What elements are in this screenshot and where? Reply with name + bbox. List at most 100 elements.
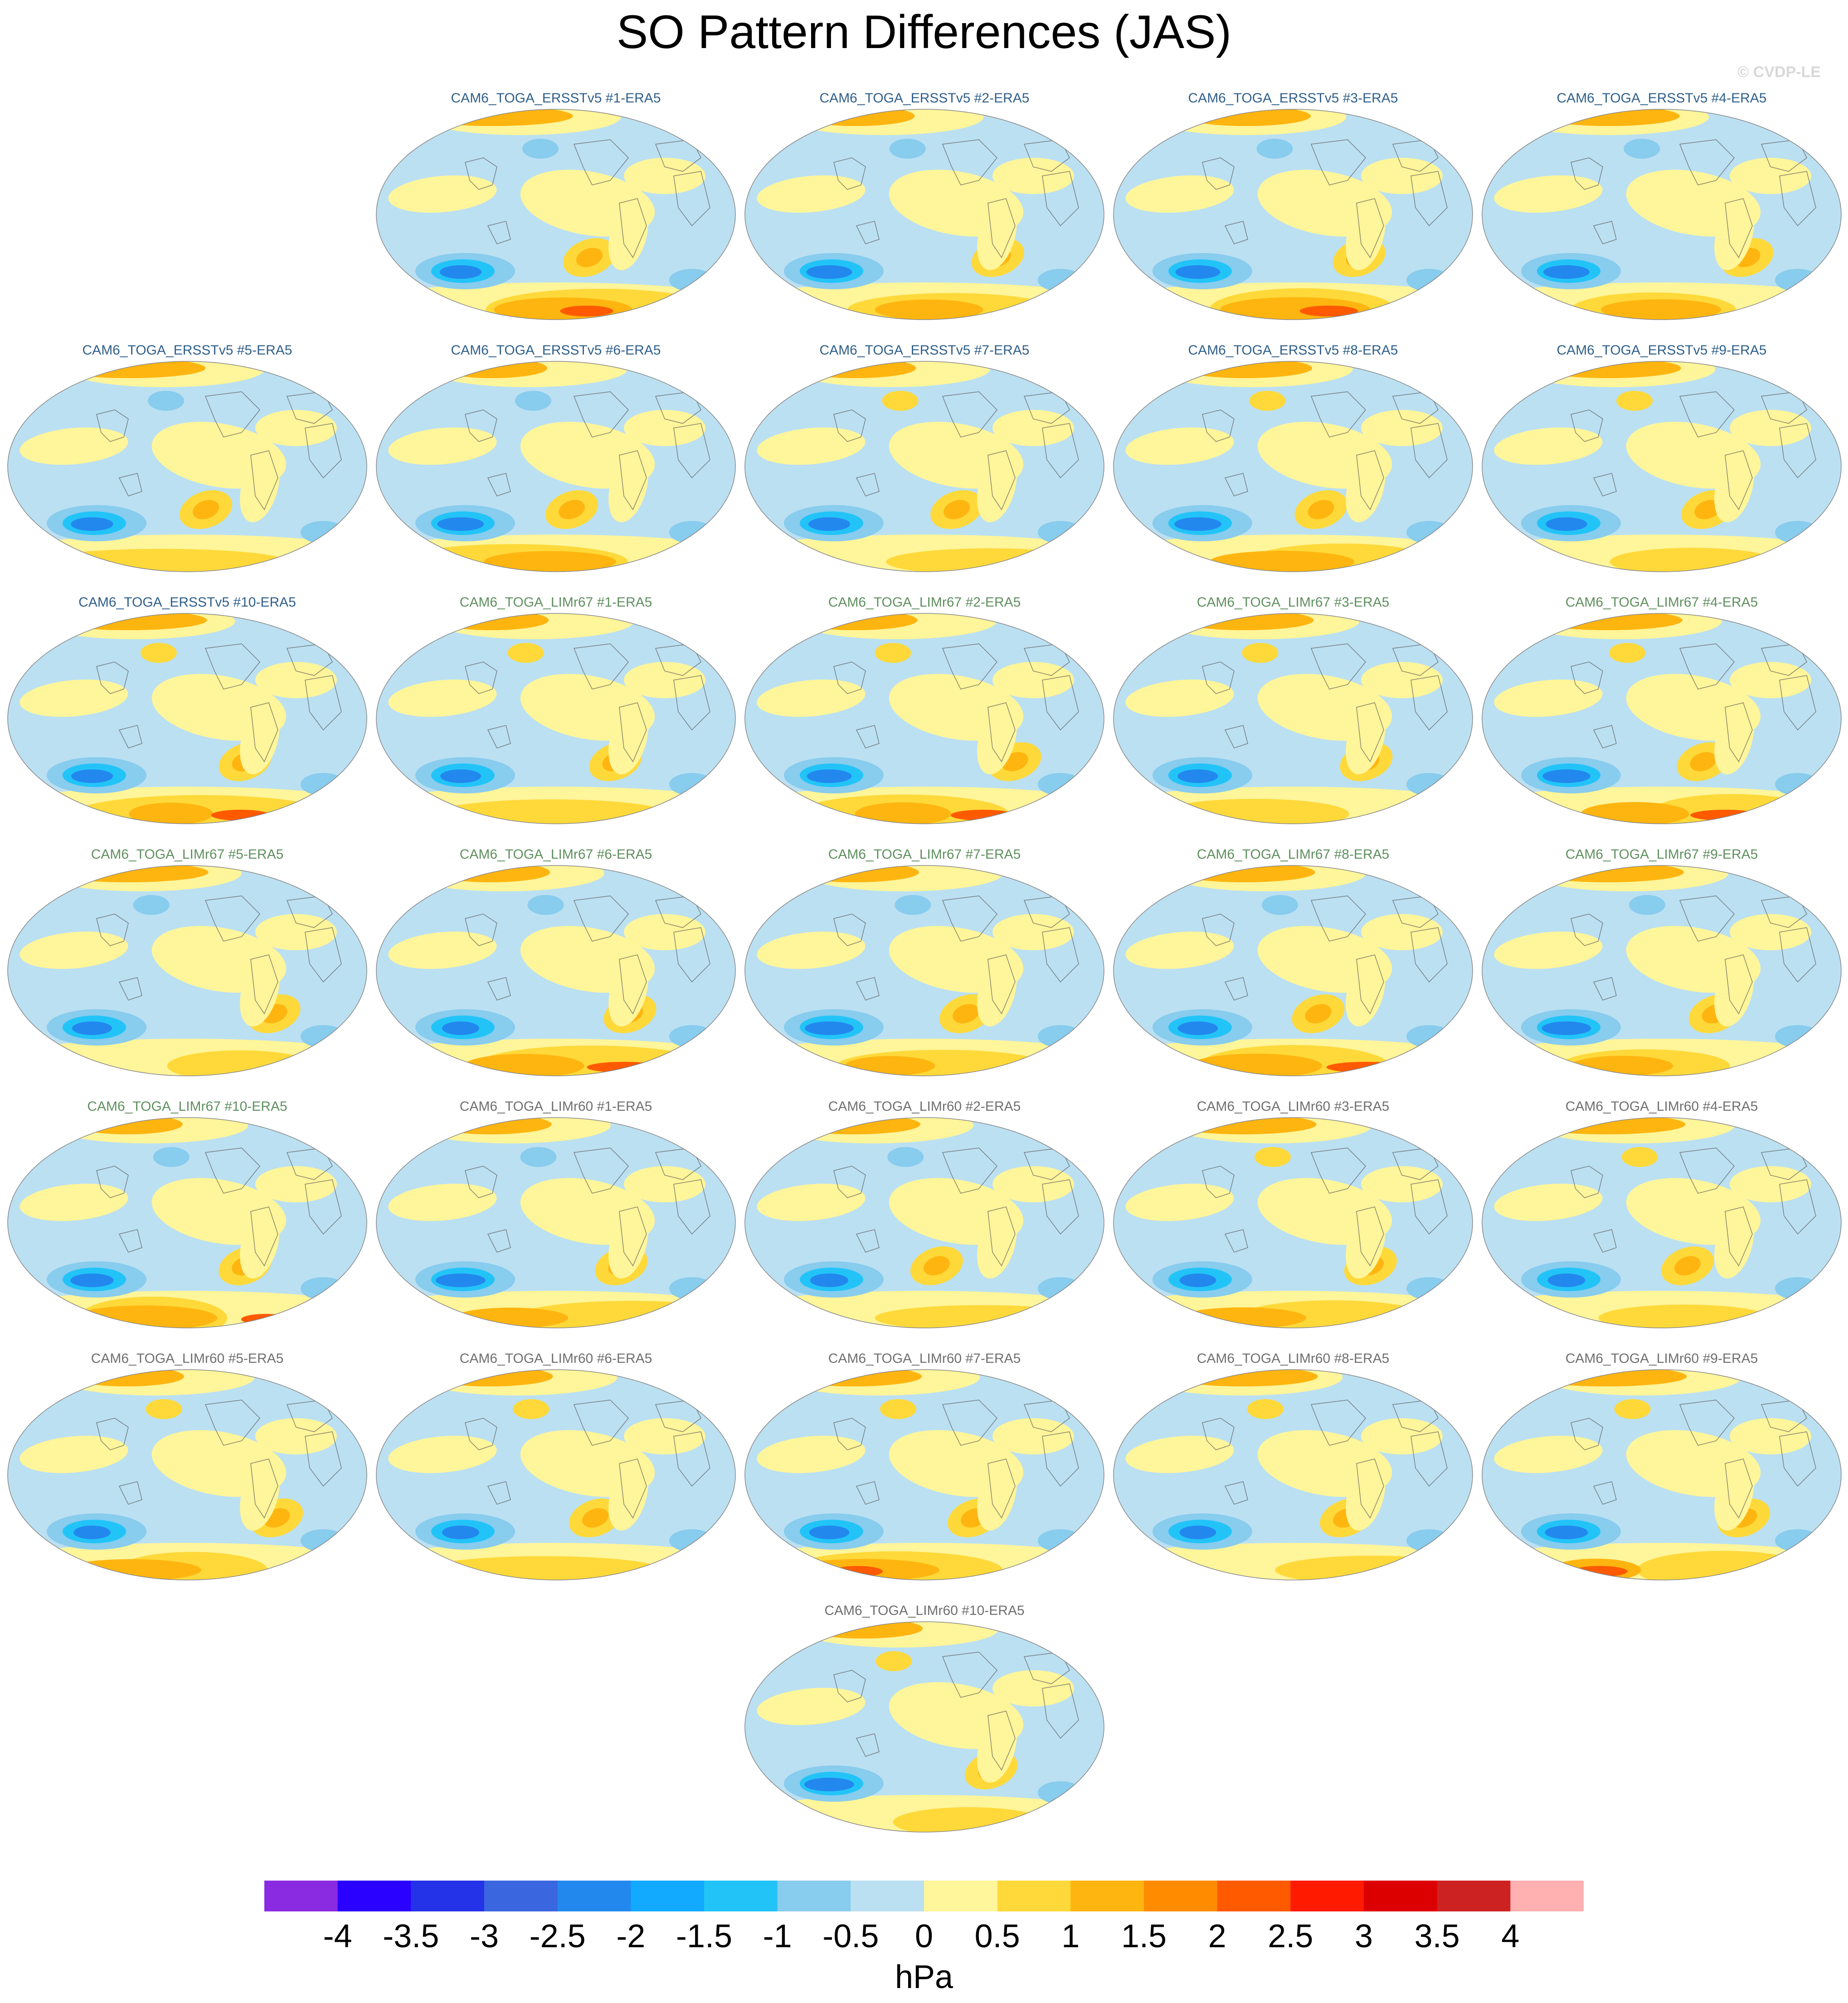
world-map [7, 1369, 367, 1580]
map-panel-title: CAM6_TOGA_ERSSTv5 #1-ERA5 [451, 91, 661, 106]
world-map [744, 1621, 1104, 1833]
world-map [376, 1369, 736, 1580]
map-panel-title: CAM6_TOGA_LIMr67 #9-ERA5 [1565, 847, 1758, 862]
map-panel: CAM6_TOGA_LIMr60 #6-ERA5 [374, 1351, 737, 1601]
colorbar-tick-label: -1.5 [676, 1918, 733, 1954]
world-map [376, 361, 736, 572]
colorbar-swatch [1364, 1881, 1438, 1911]
world-map [376, 1117, 736, 1328]
world-map [1482, 613, 1842, 824]
world-map [1482, 1369, 1842, 1580]
map-panel-title: CAM6_TOGA_LIMr60 #10-ERA5 [824, 1603, 1025, 1618]
map-panel-title: CAM6_TOGA_ERSSTv5 #2-ERA5 [819, 91, 1030, 106]
map-panel-title: CAM6_TOGA_ERSSTv5 #4-ERA5 [1556, 91, 1767, 106]
world-map [7, 361, 367, 572]
map-panel: CAM6_TOGA_ERSSTv5 #1-ERA5 [374, 91, 737, 341]
map-panel-title: CAM6_TOGA_LIMr67 #8-ERA5 [1196, 847, 1390, 862]
map-panel: CAM6_TOGA_LIMr67 #8-ERA5 [1112, 847, 1474, 1097]
colorbar-tick-label: 3 [1354, 1918, 1373, 1954]
map-panel: CAM6_TOGA_LIMr60 #5-ERA5 [6, 1351, 369, 1601]
colorbar-swatch [264, 1881, 338, 1911]
map-panel: CAM6_TOGA_LIMr60 #3-ERA5 [1112, 1099, 1474, 1349]
colorbar-units: hPa [895, 1959, 953, 1995]
world-map [1113, 1369, 1473, 1580]
world-map [1482, 865, 1842, 1076]
map-panel: CAM6_TOGA_ERSSTv5 #5-ERA5 [6, 343, 369, 593]
map-panel: CAM6_TOGA_LIMr67 #6-ERA5 [374, 847, 737, 1097]
colorbar-tick-label: -3.5 [383, 1918, 439, 1954]
colorbar-labels: -4 -3.5 -3 -2.5 -2 -1.5 -1 -0.5 0 0.5 1 1.5 2 2.5 3 3.5… [0, 1918, 1848, 1963]
colorbar-tick-label: -4 [323, 1918, 352, 1954]
world-map [7, 1117, 367, 1328]
map-panel-title: CAM6_TOGA_LIMr67 #7-ERA5 [828, 847, 1021, 862]
map-panel-title: CAM6_TOGA_LIMr67 #6-ERA5 [459, 847, 652, 862]
page-title: SO Pattern Differences (JAS) [616, 6, 1232, 58]
map-panel: CAM6_TOGA_LIMr60 #7-ERA5 [743, 1351, 1106, 1601]
world-map [376, 109, 736, 320]
map-panel: CAM6_TOGA_ERSSTv5 #6-ERA5 [374, 343, 737, 593]
map-panel: CAM6_TOGA_ERSSTv5 #2-ERA5 [743, 91, 1106, 341]
map-panel: CAM6_TOGA_LIMr60 #2-ERA5 [743, 1099, 1106, 1349]
colorbar-tick-label: 0 [914, 1918, 934, 1954]
colorbar-tick-label: 0.5 [974, 1918, 1020, 1954]
map-panel-title: CAM6_TOGA_LIMr60 #9-ERA5 [1565, 1351, 1758, 1366]
map-panel-title: CAM6_TOGA_LIMr67 #4-ERA5 [1565, 595, 1758, 610]
colorbar-tick-label: 2 [1208, 1918, 1226, 1954]
world-map [744, 613, 1104, 824]
colorbar-swatch [924, 1881, 998, 1911]
world-map [1482, 361, 1842, 572]
map-panel-title: CAM6_TOGA_LIMr60 #6-ERA5 [459, 1351, 652, 1366]
map-panel-title: CAM6_TOGA_ERSSTv5 #8-ERA5 [1188, 343, 1398, 358]
map-panel: CAM6_TOGA_LIMr67 #10-ERA5 [6, 1099, 369, 1349]
colorbar-swatch [1290, 1881, 1364, 1911]
map-panel: CAM6_TOGA_ERSSTv5 #9-ERA5 [1480, 343, 1843, 593]
colorbar-tick-label: -0.5 [822, 1918, 879, 1954]
colorbar-swatch [1437, 1881, 1511, 1911]
colorbar-swatch [777, 1881, 851, 1911]
world-map [744, 865, 1104, 1076]
map-panel-title: CAM6_TOGA_LIMr67 #2-ERA5 [828, 595, 1021, 610]
map-panel-title: CAM6_TOGA_LIMr60 #1-ERA5 [459, 1099, 652, 1114]
world-map [1113, 1117, 1473, 1328]
map-panel: CAM6_TOGA_LIMr67 #1-ERA5 [374, 595, 737, 845]
map-panel: CAM6_TOGA_LIMr67 #9-ERA5 [1480, 847, 1843, 1097]
map-panel: CAM6_TOGA_ERSSTv5 #4-ERA5 [1480, 91, 1843, 341]
colorbar-swatch [557, 1881, 631, 1911]
map-panel: CAM6_TOGA_LIMr60 #8-ERA5 [1112, 1351, 1474, 1601]
map-panel-title: CAM6_TOGA_ERSSTv5 #7-ERA5 [819, 343, 1030, 358]
world-map [744, 1369, 1104, 1580]
world-map [376, 613, 736, 824]
world-map [1113, 865, 1473, 1076]
colorbar-tick-label: -3 [469, 1918, 499, 1954]
map-panel-title: CAM6_TOGA_ERSSTv5 #9-ERA5 [1556, 343, 1767, 358]
colorbar-tick-label: -2 [616, 1918, 646, 1954]
world-map [1113, 613, 1473, 824]
map-panel-title: CAM6_TOGA_LIMr60 #5-ERA5 [91, 1351, 284, 1366]
colorbar-tick-label: -1 [763, 1918, 792, 1954]
map-panel-title: CAM6_TOGA_LIMr67 #5-ERA5 [91, 847, 284, 862]
map-panel-title: CAM6_TOGA_LIMr67 #3-ERA5 [1196, 595, 1390, 610]
map-panel-title: CAM6_TOGA_ERSSTv5 #6-ERA5 [451, 343, 661, 358]
map-panel: CAM6_TOGA_LIMr67 #4-ERA5 [1480, 595, 1843, 845]
map-panel-title: CAM6_TOGA_LIMr60 #8-ERA5 [1196, 1351, 1390, 1366]
map-panel-title: CAM6_TOGA_LIMr60 #7-ERA5 [828, 1351, 1021, 1366]
map-panel: CAM6_TOGA_LIMr60 #1-ERA5 [374, 1099, 737, 1349]
colorbar-swatch [851, 1881, 924, 1911]
map-panel-title: CAM6_TOGA_LIMr60 #2-ERA5 [828, 1099, 1021, 1114]
world-map [7, 613, 367, 824]
colorbar [264, 1881, 1584, 1911]
colorbar-tick-label: 1 [1061, 1918, 1080, 1954]
colorbar-swatch [997, 1881, 1071, 1911]
colorbar-swatch [1510, 1881, 1584, 1911]
world-map [1113, 109, 1473, 320]
map-panel: CAM6_TOGA_LIMr67 #3-ERA5 [1112, 595, 1474, 845]
world-map [7, 865, 367, 1076]
map-panel: CAM6_TOGA_ERSSTv5 #7-ERA5 [743, 343, 1106, 593]
map-panel: CAM6_TOGA_LIMr67 #7-ERA5 [743, 847, 1106, 1097]
colorbar-tick-label: 4 [1501, 1918, 1520, 1954]
world-map [376, 865, 736, 1076]
map-panel-title: CAM6_TOGA_LIMr67 #10-ERA5 [87, 1099, 287, 1114]
map-panel: CAM6_TOGA_ERSSTv5 #8-ERA5 [1112, 343, 1474, 593]
map-panel-title: CAM6_TOGA_ERSSTv5 #10-ERA5 [78, 595, 296, 610]
map-panel-title: CAM6_TOGA_LIMr60 #3-ERA5 [1196, 1099, 1390, 1114]
